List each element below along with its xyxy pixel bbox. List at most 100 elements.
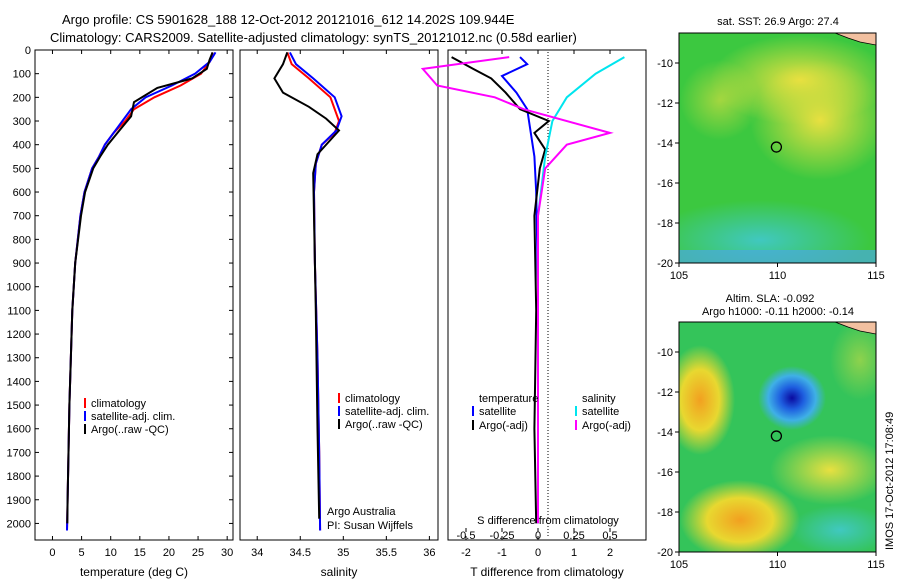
sst-cool-region-south bbox=[679, 200, 870, 263]
sst-map-panel: sat. SST: 26.9 Argo: 27.4 105 110 115 -10 -1… bbox=[657, 16, 885, 282]
annotation-argo-australia: Argo Australia bbox=[327, 506, 396, 518]
map-y-tick-label: -18 bbox=[657, 507, 673, 519]
x-tick-label: 5 bbox=[79, 547, 85, 559]
x-tick-label: 1 bbox=[571, 547, 577, 559]
depth-tick-label: 700 bbox=[13, 211, 31, 223]
sla-argo-marker bbox=[770, 430, 783, 442]
x-tick-label: 0 bbox=[535, 547, 541, 559]
depth-tick-label: 1200 bbox=[7, 329, 31, 341]
x-tick-label: 20 bbox=[163, 547, 175, 559]
sla-warm-anomaly-west bbox=[679, 345, 735, 455]
header-title-line2: Climatology: CARS2009. Satellite-adjuste… bbox=[50, 30, 577, 45]
difference-panel: -2 -1 0 1 2 -0.5 -0.25 0 0.25 0.5 T difference fr… bbox=[420, 49, 647, 579]
temperature-lines bbox=[66, 51, 217, 531]
x-tick-label: 2 bbox=[607, 547, 613, 559]
series-line-satellite-adj-clim- bbox=[289, 51, 343, 531]
depth-tick-label: 1300 bbox=[7, 353, 31, 365]
difference-axes-frame bbox=[447, 49, 647, 541]
legend-climatology: climatology bbox=[91, 398, 147, 410]
s-tick-label: -0.25 bbox=[489, 530, 514, 542]
argo-float-position bbox=[770, 430, 783, 442]
map-y-tick-label: -14 bbox=[657, 427, 673, 439]
legend-salinity-title: salinity bbox=[582, 393, 616, 405]
depth-tick-label: 400 bbox=[13, 140, 31, 152]
temperature-x-axis: 0 5 10 15 20 25 30 bbox=[49, 50, 233, 559]
depth-tick-label: 100 bbox=[13, 69, 31, 81]
legend-s-argo: Argo(-adj) bbox=[582, 420, 631, 432]
map-y-tick-label: -16 bbox=[657, 467, 673, 479]
x-tick-label: -2 bbox=[461, 547, 471, 559]
depth-tick-label: 300 bbox=[13, 116, 31, 128]
depth-tick-label: 900 bbox=[13, 258, 31, 270]
sst-warm-region-west bbox=[680, 60, 760, 140]
sla-map-subtitle: Argo h1000: -0.11 h2000: -0.14 bbox=[702, 306, 854, 318]
coastline-java bbox=[834, 322, 876, 335]
map-y-tick-label: -18 bbox=[657, 218, 673, 230]
map-y-tick-label: -16 bbox=[657, 178, 673, 190]
sla-map-title: Altim. SLA: -0.092 bbox=[726, 293, 815, 305]
s-tick-label: -0.5 bbox=[457, 530, 476, 542]
sla-map-panel: Altim. SLA: -0.092 Argo h1000: -0.11 h20… bbox=[657, 293, 885, 571]
depth-tick-label: 1800 bbox=[7, 471, 31, 483]
sst-field bbox=[679, 33, 876, 263]
map-x-tick-label: 105 bbox=[670, 559, 688, 571]
sla-low-region-southeast bbox=[790, 505, 876, 552]
x-tick-label: 30 bbox=[221, 547, 233, 559]
depth-tick-label: 1000 bbox=[7, 282, 31, 294]
s-difference-xlabel: S difference from climatology bbox=[477, 515, 619, 527]
s-tick-label: 0.25 bbox=[563, 530, 584, 542]
difference-x-axis: -2 -1 0 1 2 -0.5 -0.25 0 0.25 0.5 bbox=[457, 50, 618, 559]
series-line-argo bbox=[273, 52, 341, 519]
coastline-java bbox=[834, 33, 876, 46]
sla-warm-anomaly-south bbox=[680, 480, 800, 552]
x-tick-label: 35 bbox=[337, 547, 349, 559]
sst-cool-band bbox=[679, 250, 876, 263]
t-difference-xlabel: T difference from climatology bbox=[470, 565, 624, 579]
depth-tick-label: 200 bbox=[13, 92, 31, 104]
map-x-tick-label: 110 bbox=[769, 270, 787, 282]
sst-map-title: sat. SST: 26.9 Argo: 27.4 bbox=[717, 16, 839, 28]
map-x-tick-label: 105 bbox=[670, 270, 688, 282]
sst-map-axes: 105 110 115 -10 -12 -14 -16 -18 -20 bbox=[657, 58, 885, 282]
map-y-tick-label: -20 bbox=[657, 547, 673, 559]
salinity-xlabel: salinity bbox=[321, 565, 358, 579]
sst-argo-marker bbox=[770, 141, 783, 153]
x-tick-label: 10 bbox=[105, 547, 117, 559]
argo-float-position bbox=[770, 141, 783, 153]
map-y-tick-label: -12 bbox=[657, 387, 673, 399]
s-tick-label: 0.5 bbox=[602, 530, 617, 542]
x-tick-label: 34 bbox=[251, 547, 263, 559]
depth-tick-label: 1900 bbox=[7, 495, 31, 507]
legend-argo: Argo(..raw -QC) bbox=[91, 424, 169, 436]
temperature-panel: 0100200300400500600700800900100011001200… bbox=[7, 45, 646, 579]
sla-map-axes: 105 110 115 -10 -12 -14 -16 -18 -20 bbox=[657, 347, 885, 571]
temperature-xlabel: temperature (deg C) bbox=[80, 565, 188, 579]
salinity-x-axis: 34 34.5 35 35.5 36 bbox=[251, 50, 436, 559]
depth-tick-label: 2000 bbox=[7, 518, 31, 530]
imos-timestamp: IMOS 17-Oct-2012 17:08:49 bbox=[884, 412, 896, 550]
series-line-argo bbox=[66, 52, 214, 524]
sla-high-region-east bbox=[770, 435, 876, 505]
map-y-tick-label: -12 bbox=[657, 98, 673, 110]
salinity-lines bbox=[273, 51, 343, 531]
difference-lines bbox=[420, 56, 625, 524]
depth-tick-label: 800 bbox=[13, 234, 31, 246]
depth-tick-label: 1500 bbox=[7, 400, 31, 412]
x-tick-label: 15 bbox=[134, 547, 146, 559]
depth-tick-label: 1700 bbox=[7, 447, 31, 459]
series-line-t-argo-adj- bbox=[451, 56, 551, 524]
map-y-tick-label: -14 bbox=[657, 138, 673, 150]
x-tick-label: 34.5 bbox=[290, 547, 311, 559]
map-y-tick-label: -10 bbox=[657, 347, 673, 359]
x-tick-label: -1 bbox=[497, 547, 507, 559]
depth-tick-label: 500 bbox=[13, 163, 31, 175]
map-x-tick-label: 110 bbox=[769, 559, 787, 571]
x-tick-label: 36 bbox=[423, 547, 435, 559]
x-tick-label: 0 bbox=[49, 547, 55, 559]
depth-tick-label: 0 bbox=[25, 45, 31, 57]
header-title-line1: Argo profile: CS 5901628_188 12-Oct-2012… bbox=[62, 12, 515, 27]
map-x-tick-label: 115 bbox=[867, 559, 885, 571]
depth-tick-label: 1600 bbox=[7, 424, 31, 436]
depth-tick-label: 1400 bbox=[7, 376, 31, 388]
